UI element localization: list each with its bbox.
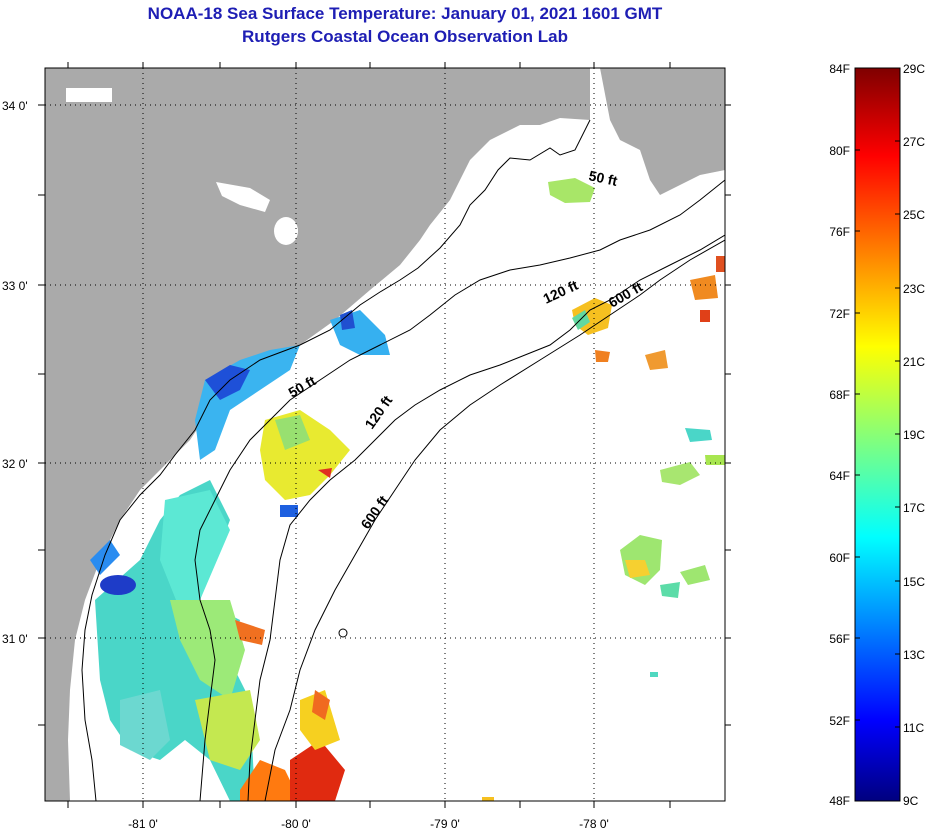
colorbar-f-label: 80F [829,144,850,158]
colorbar-f-label: 48F [829,794,850,808]
map-title: NOAA-18 Sea Surface Temperature: January… [147,4,663,23]
colorbar-c-label: 23C [903,282,925,296]
isobath-120ft [247,234,725,801]
lon-label: -81 0' [128,817,158,831]
lat-label: 34 0' [2,99,28,113]
colorbar-c-label: 9C [903,794,919,808]
colorbar [854,67,901,802]
colorbar-c-label: 15C [903,575,925,589]
colorbar-c-labels: 29C 27C 25C 23C 21C 19C 17C 15C 13C 11C … [903,62,925,808]
colorbar-c-label: 13C [903,648,925,662]
colorbar-c-label: 19C [903,428,925,442]
colorbar-c-label: 17C [903,501,925,515]
colorbar-c-label: 29C [903,62,925,76]
gridlines [45,68,725,801]
land-mass-ne [600,68,725,195]
colorbar-f-label: 68F [829,388,850,402]
lat-label: 32 0' [2,457,28,471]
colorbar-c-label: 11C [903,721,924,735]
isobath-600ft [264,239,725,801]
isobath-50ft [194,179,725,801]
colorbar-c-label: 27C [903,135,925,149]
sst-patches [90,178,725,801]
lat-label: 33 0' [2,279,28,293]
colorbar-f-label: 64F [829,469,850,483]
depth-label-50ft: 50 ft [587,167,619,189]
colorbar-f-labels: 84F 80F 76F 72F 68F 64F 60F 56F 52F 48F [829,62,850,808]
lon-label: -78 0' [579,817,609,831]
lake [66,88,112,102]
colorbar-f-label: 52F [829,714,850,728]
seamount-contour [338,628,348,638]
colorbar-c-label: 25C [903,208,925,222]
land-mass [45,68,590,801]
colorbar-f-label: 56F [829,632,850,646]
colorbar-f-label: 76F [829,225,850,239]
colorbar-f-label: 60F [829,551,850,565]
lake [274,217,298,245]
map-frame [44,67,726,802]
colorbar-c-label: 21C [903,355,925,369]
map-subtitle: Rutgers Coastal Ocean Observation Lab [242,27,568,46]
colorbar-f-label: 84F [829,62,850,76]
colorbar-ticks [855,67,900,728]
lon-label: -79 0' [430,817,460,831]
colorbar-f-label: 72F [829,307,850,321]
lat-label: 31 0' [2,632,28,646]
coastline [81,119,591,801]
axis-ticks [38,62,731,808]
lon-label: -80 0' [281,817,311,831]
lake [216,182,270,212]
